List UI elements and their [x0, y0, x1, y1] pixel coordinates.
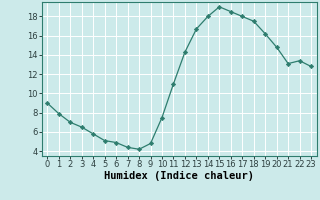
X-axis label: Humidex (Indice chaleur): Humidex (Indice chaleur)	[104, 171, 254, 181]
